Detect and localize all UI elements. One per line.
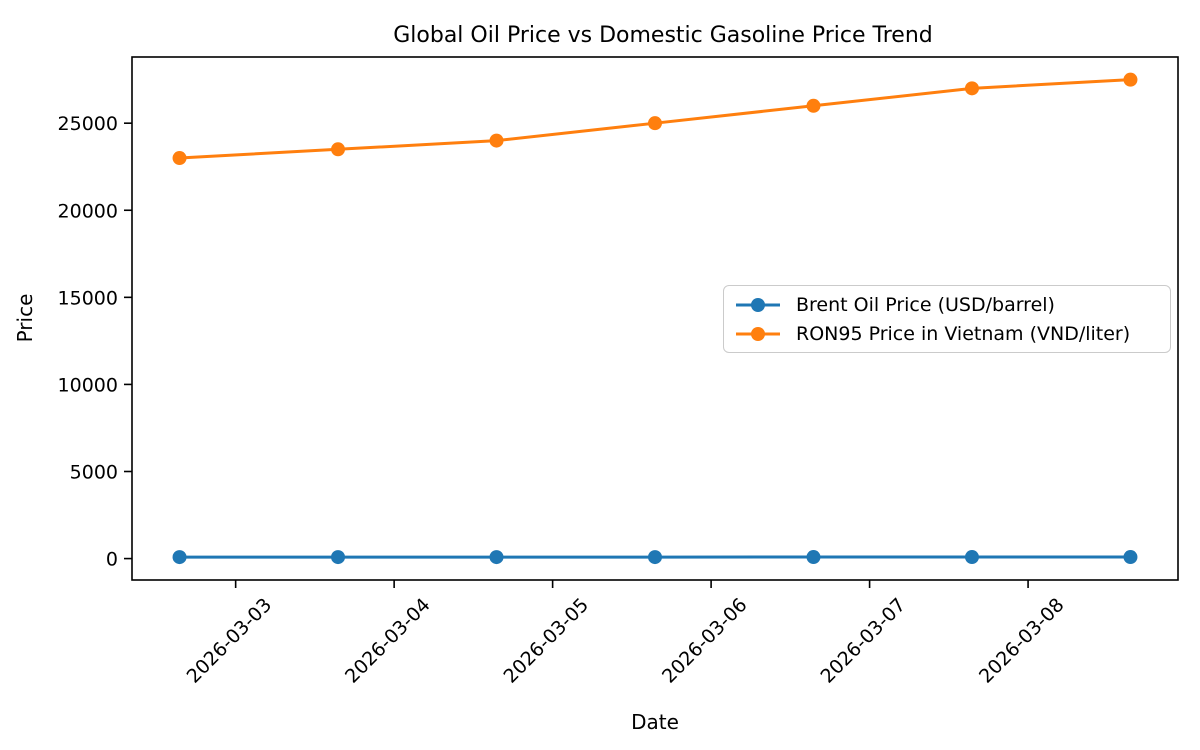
series-1-marker [489, 133, 504, 148]
x-tick-label: 2026-03-06 [658, 594, 752, 688]
series-0-marker [172, 550, 187, 565]
legend-label: Brent Oil Price (USD/barrel) [796, 293, 1055, 316]
series-0-marker [1123, 550, 1138, 565]
series-0-marker [331, 550, 346, 565]
legend-item: RON95 Price in Vietnam (VND/liter) [735, 323, 1170, 345]
x-tick-label: 2026-03-08 [975, 594, 1069, 688]
series-1-marker [331, 142, 346, 157]
x-tick-label: 2026-03-07 [816, 594, 910, 688]
series-1-marker [648, 116, 662, 131]
y-tick-label: 5000 [70, 461, 118, 483]
plot-border [131, 56, 1179, 581]
series-1-marker [1123, 72, 1138, 87]
y-axis-label: Price [13, 294, 37, 343]
series-0-marker [806, 550, 821, 565]
y-tick-label: 10000 [58, 374, 118, 396]
series-0-marker [964, 550, 979, 565]
legend-marker-line-icon [736, 326, 780, 341]
x-tick-label: 2026-03-04 [341, 594, 435, 688]
y-tick-label: 15000 [58, 287, 118, 309]
series-0-marker [489, 550, 504, 565]
chart-layer: 0 5000 10000 15000 20000 25000 2026-03-03 2026-… [58, 56, 1179, 688]
x-tick-label: 2026-03-05 [500, 594, 594, 688]
series-0-marker [648, 550, 662, 565]
y-tick-label: 0 [106, 549, 118, 571]
chart-title: Global Oil Price vs Domestic Gasoline Pr… [393, 23, 933, 48]
x-tick-label: 2026-03-03 [183, 594, 277, 688]
series-1-marker [964, 81, 979, 96]
series-1-marker [806, 98, 821, 113]
legend-item: Brent Oil Price (USD/barrel) [735, 294, 1170, 316]
y-tick-label: 20000 [58, 200, 118, 222]
y-tick-label: 25000 [58, 113, 118, 135]
series-1-marker [172, 151, 187, 166]
legend-label: RON95 Price in Vietnam (VND/liter) [796, 322, 1131, 345]
legend: Brent Oil Price (USD/barrel) RON95 Price … [723, 285, 1171, 353]
legend-marker-line-icon [736, 297, 780, 312]
x-axis-label: Date [631, 710, 679, 734]
